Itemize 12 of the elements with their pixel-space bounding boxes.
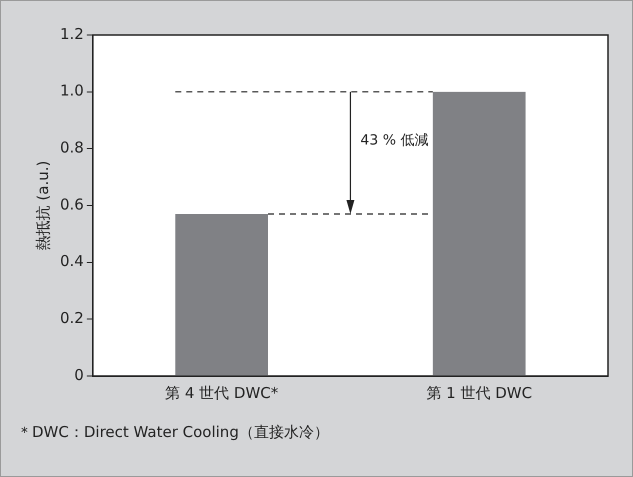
x-tick-label: 第 1 世代 DWC bbox=[426, 384, 532, 402]
x-tick-label: 第 4 世代 DWC* bbox=[165, 384, 279, 402]
y-tick-label: 0.8 bbox=[60, 138, 84, 157]
y-tick-label: 0.4 bbox=[60, 252, 84, 270]
y-axis-title: 熱抵抗 (a.u.) bbox=[34, 160, 52, 250]
annotation: 43 % 低減 bbox=[360, 132, 428, 148]
y-tick-label: 0.6 bbox=[60, 195, 84, 214]
y-tick-label: 1.2 bbox=[60, 24, 84, 43]
y-tick-label: 0.2 bbox=[60, 309, 84, 328]
y-tick-label: 0 bbox=[74, 366, 84, 384]
y-tick-label: 1.0 bbox=[60, 82, 84, 100]
text: ＊DWC：Direct Water Cooling（直接水冷） bbox=[17, 422, 329, 441]
